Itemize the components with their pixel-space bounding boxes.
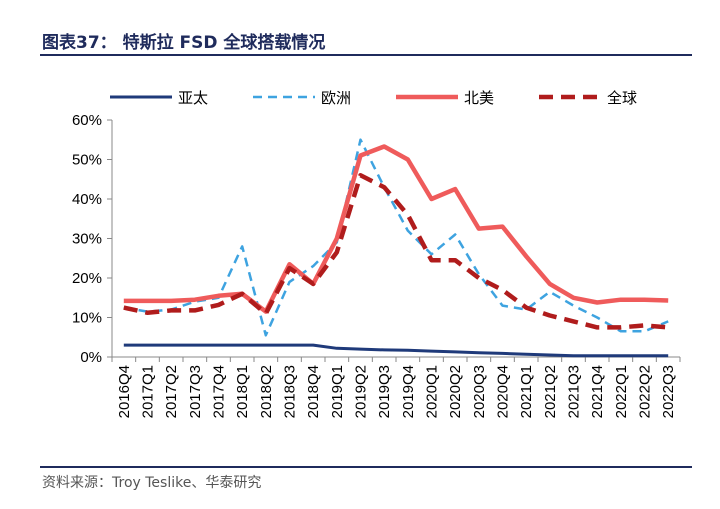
footer-divider [40,466,692,468]
series-layer [123,138,669,358]
x-tick-label: 2021Q4 [589,365,606,418]
x-tick-label: 2017Q3 [187,365,204,418]
x-tick-label: 2019Q3 [376,365,393,418]
y-tick-label: 30% [72,231,102,248]
x-tick-label: 2017Q4 [211,365,228,418]
chart-title: 图表37： 特斯拉 FSD 全球搭载情况 [42,33,326,53]
y-tick-label: 60% [72,112,102,129]
legend-label-2: 欧洲 [321,89,351,107]
x-tick-label: 2020Q3 [471,365,488,418]
source-note: 资料来源：Troy Teslike、华泰研究 [42,475,262,491]
x-tick-label: 2022Q2 [637,365,654,418]
series-line-2 [123,138,669,337]
title-divider [40,54,692,56]
x-tick-label: 2016Q4 [116,365,133,418]
series-line-1 [123,343,669,358]
x-tick-label: 2021Q3 [566,365,583,418]
x-tick-label: 2019Q4 [400,365,417,418]
x-tick-label: 2019Q2 [353,365,370,418]
x-tick-label: 2017Q2 [163,365,180,418]
x-tick-label: 2020Q1 [424,365,441,418]
y-tick-label: 0% [80,349,102,366]
x-tick-label: 2021Q2 [542,365,559,418]
x-tick-label: 2018Q4 [305,365,322,418]
x-tick-label: 2017Q1 [140,365,157,418]
x-tick-label: 2021Q1 [518,365,535,418]
x-tick-label: 2019Q1 [329,365,346,418]
series-line-3 [123,144,669,314]
legend-label-1: 亚太 [178,89,208,107]
x-tick-label: 2020Q2 [447,365,464,418]
legend: 亚太 欧洲 北美 全球 [110,89,637,107]
x-tick-label: 2022Q3 [660,365,677,418]
legend-label-3: 北美 [464,89,494,107]
legend-label-4: 全球 [607,89,637,107]
x-tick-label: 2018Q1 [234,365,251,418]
axes: 0% 10% 20% 30% 40% 50% 60% 2016Q4 2017Q1 2017Q2 20… [72,112,681,418]
x-tick-label: 2018Q3 [282,365,299,418]
y-tick-label: 10% [72,310,102,327]
series-line-4 [123,173,669,330]
x-tick-label: 2020Q4 [495,365,512,418]
x-tick-label: 2018Q2 [258,365,275,418]
y-tick-label: 40% [72,191,102,208]
x-tick-label: 2022Q1 [613,365,630,418]
y-tick-label: 50% [72,152,102,169]
y-tick-label: 20% [72,270,102,287]
